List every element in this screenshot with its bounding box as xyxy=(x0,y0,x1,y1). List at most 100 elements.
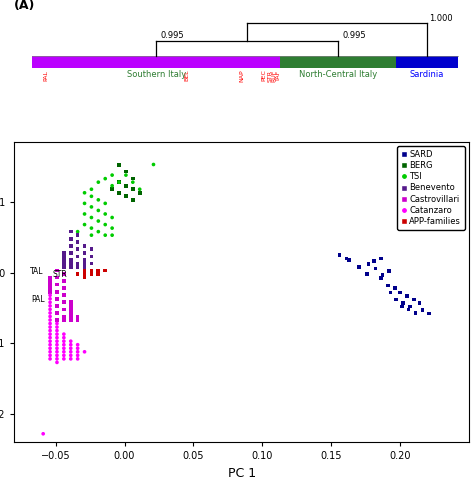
Point xyxy=(136,189,144,197)
Point xyxy=(46,274,54,281)
Point xyxy=(46,281,54,289)
Point xyxy=(122,182,130,190)
Point xyxy=(53,320,61,328)
Point xyxy=(60,298,68,306)
Text: STR: STR xyxy=(53,270,68,279)
Point xyxy=(67,260,74,267)
Point xyxy=(53,348,61,356)
Point xyxy=(398,303,405,311)
Point xyxy=(74,231,82,239)
Point xyxy=(46,337,54,345)
Point xyxy=(67,306,74,313)
Point xyxy=(405,306,412,313)
Text: TAL: TAL xyxy=(30,267,44,277)
Point xyxy=(101,199,109,207)
Legend: SARD, BERG, TSI, Benevento, Castrovillari, Catanzaro, APP-families: SARD, BERG, TSI, Benevento, Castrovillar… xyxy=(397,146,465,230)
Point xyxy=(81,256,88,264)
Point xyxy=(426,310,433,317)
Point xyxy=(67,312,74,320)
Point xyxy=(46,351,54,359)
Point xyxy=(109,214,116,222)
Point xyxy=(129,196,137,204)
Point xyxy=(60,351,68,359)
Point xyxy=(53,316,61,324)
Point xyxy=(101,221,109,228)
Point xyxy=(94,270,102,278)
Point xyxy=(46,309,54,317)
Point xyxy=(122,192,130,200)
Point xyxy=(46,312,54,320)
Point xyxy=(372,264,379,272)
Point xyxy=(370,258,378,265)
Point xyxy=(60,256,68,264)
Point xyxy=(67,345,74,352)
Text: Southern Italy: Southern Italy xyxy=(127,70,186,79)
Text: PAL: PAL xyxy=(31,295,45,304)
Point xyxy=(67,355,74,363)
Point xyxy=(53,334,61,342)
Text: PAL: PAL xyxy=(44,69,49,81)
Point xyxy=(60,341,68,348)
Point xyxy=(39,430,47,438)
Point xyxy=(74,312,82,320)
Point xyxy=(385,267,393,275)
Point xyxy=(53,327,61,334)
Point xyxy=(94,178,102,186)
Point xyxy=(67,263,74,271)
Point xyxy=(46,295,54,303)
Text: (A): (A) xyxy=(14,0,36,13)
Point xyxy=(53,267,61,275)
Point xyxy=(67,302,74,310)
Point xyxy=(67,316,74,324)
Point xyxy=(81,242,88,250)
Point xyxy=(53,359,61,366)
Point xyxy=(67,337,74,345)
Point xyxy=(74,355,82,363)
Point xyxy=(81,249,88,257)
Point xyxy=(67,228,74,236)
Point xyxy=(53,345,61,352)
Point xyxy=(74,341,82,348)
Bar xyxy=(281,56,396,68)
Point xyxy=(53,288,61,295)
Point xyxy=(88,260,95,267)
Point xyxy=(101,231,109,239)
Point xyxy=(60,334,68,342)
Point xyxy=(377,255,385,262)
Point xyxy=(94,217,102,225)
Point xyxy=(60,292,68,299)
Point xyxy=(387,289,394,296)
Point xyxy=(60,284,68,292)
Point xyxy=(122,171,130,179)
Point xyxy=(74,245,82,253)
Point xyxy=(67,242,74,250)
Bar xyxy=(396,56,458,68)
Point xyxy=(67,298,74,306)
Point xyxy=(74,316,82,324)
Point xyxy=(384,281,392,289)
Point xyxy=(88,270,95,278)
Point xyxy=(397,289,404,296)
Point xyxy=(53,330,61,338)
Point xyxy=(46,323,54,331)
Text: TAF: TAF xyxy=(276,69,282,81)
Point xyxy=(88,214,95,222)
Point xyxy=(46,302,54,310)
Point xyxy=(60,345,68,352)
Point xyxy=(136,185,144,193)
Point xyxy=(60,270,68,278)
Point xyxy=(377,275,385,282)
Point xyxy=(53,281,61,289)
Point xyxy=(60,312,68,320)
Text: 0.995: 0.995 xyxy=(343,31,366,40)
Point xyxy=(53,309,61,317)
Point xyxy=(129,175,137,183)
Point xyxy=(53,341,61,348)
Point xyxy=(74,270,82,278)
Point xyxy=(81,348,88,356)
Point xyxy=(67,341,74,348)
Point xyxy=(150,160,157,168)
Point xyxy=(53,337,61,345)
Point xyxy=(115,178,123,186)
Point xyxy=(46,330,54,338)
